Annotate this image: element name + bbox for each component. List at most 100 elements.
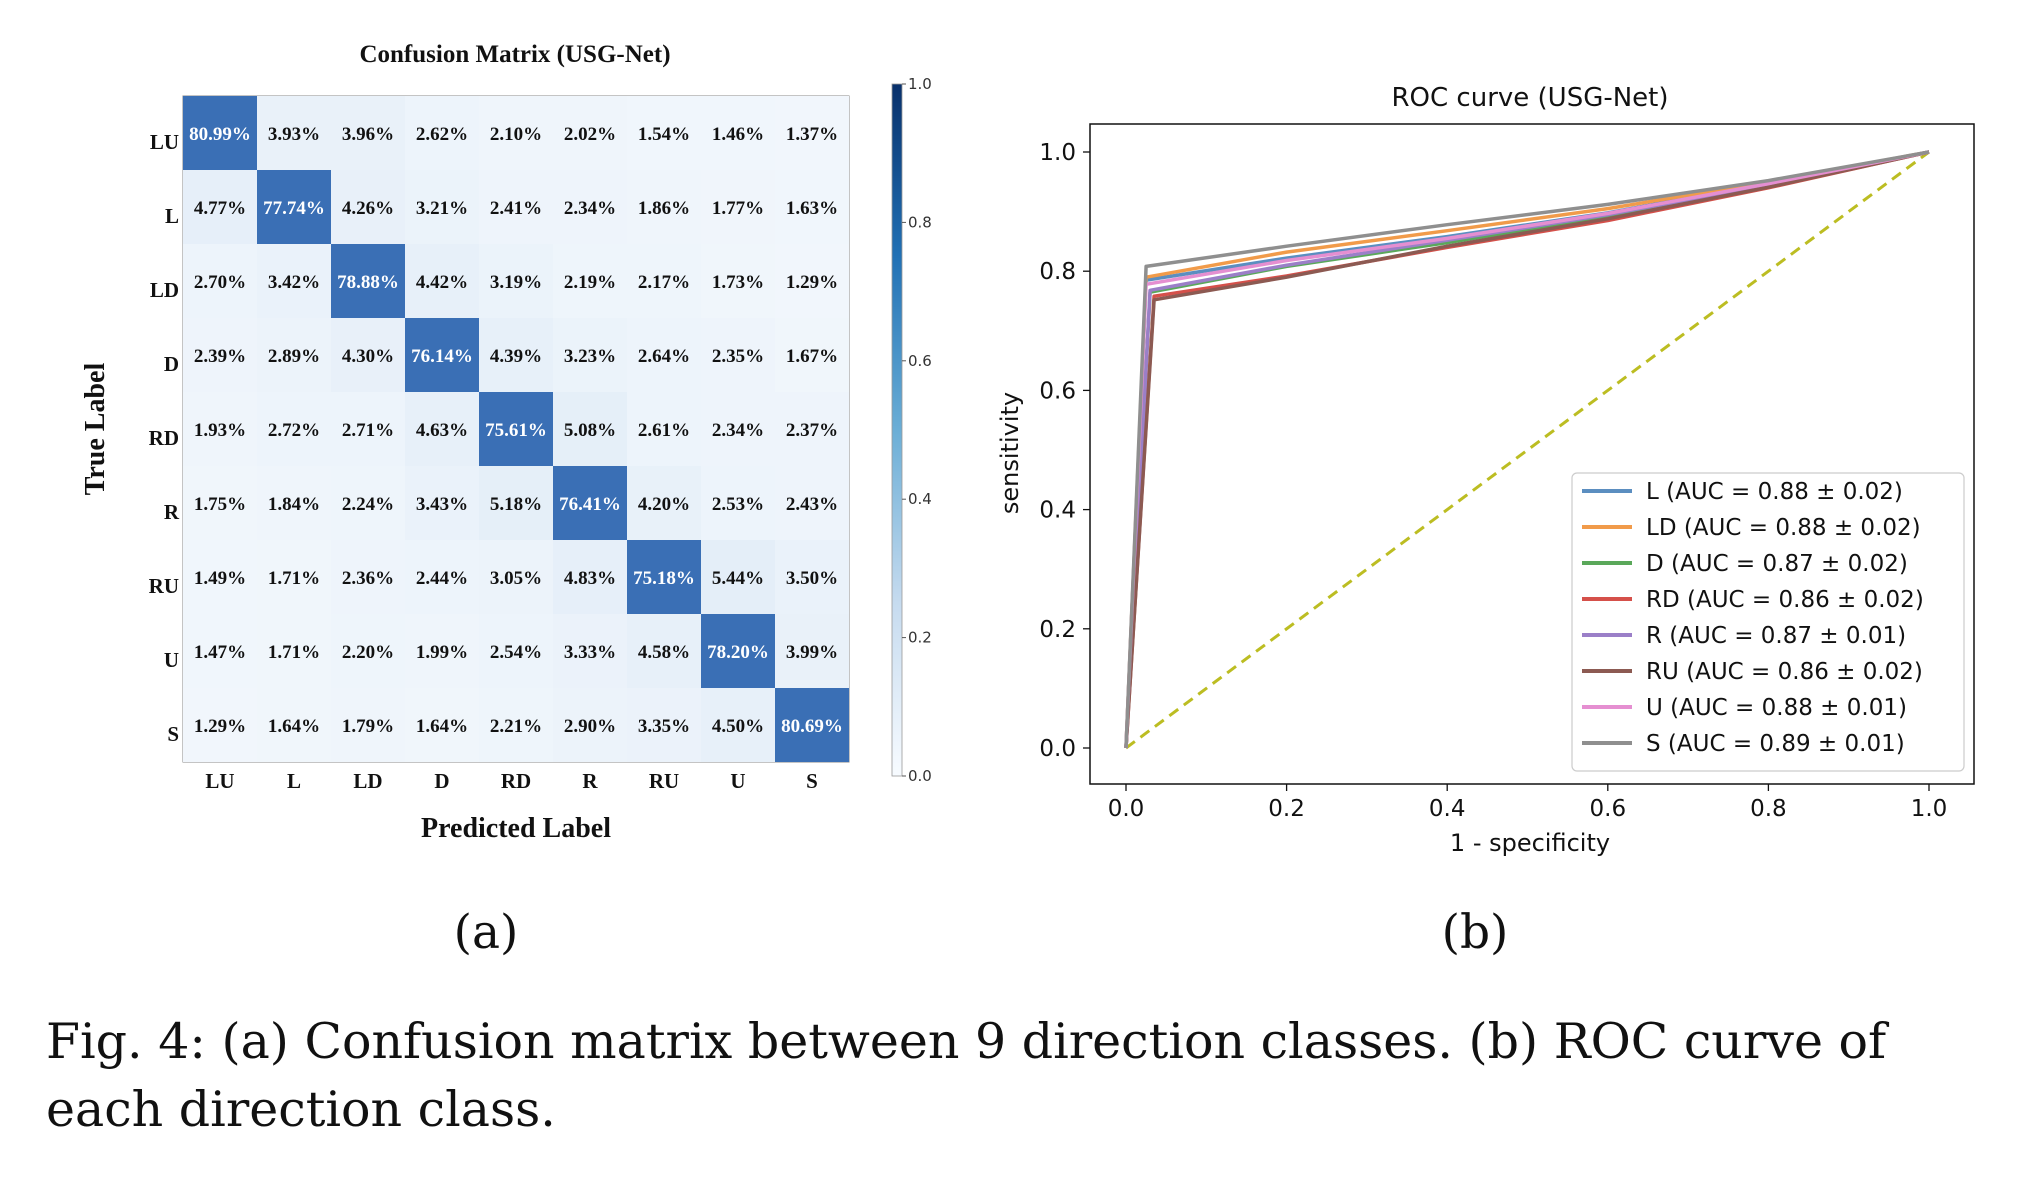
cm-cell [183,244,257,318]
roc-legend-label: S (AUC = 0.89 ± 0.01) [1646,731,1905,757]
cm-cell [775,466,849,540]
cm-row-label: LU [150,130,179,154]
cm-cell-label: 3.50% [786,568,838,589]
cm-col-label: R [582,769,598,793]
cm-cell-label: 76.41% [559,494,621,515]
cm-colorbar-tick-label: 0.8 [908,213,932,231]
roc-legend-label: RU (AUC = 0.86 ± 0.02) [1646,659,1923,685]
cm-cell-label: 1.37% [786,124,838,145]
cm-cell [331,96,405,170]
roc-xtick-label: 0.6 [1590,796,1627,822]
cm-row-label: LD [150,278,179,302]
cm-row-label: L [165,204,179,228]
cm-cell [479,466,553,540]
cm-cell-label: 2.54% [490,642,542,663]
cm-col-label: U [730,769,745,793]
roc-xtick-label: 0.0 [1108,796,1145,822]
cm-cell-label: 3.21% [416,198,468,219]
cm-cell-label: 1.46% [712,124,764,145]
roc-legend-label: RD (AUC = 0.86 ± 0.02) [1646,587,1924,613]
roc-diagonal [1125,150,1930,750]
cm-cell-label: 3.96% [342,124,394,145]
cm-cell [405,688,479,762]
cm-cell [257,244,331,318]
cm-cell-label: 1.64% [268,716,320,737]
roc-ticks: 0.0 0.2 0.4 0.6 0.8 1.0 0.0 0.2 0.4 0.6 0.8 1.0 [1039,140,1947,822]
cm-cell-label: 4.50% [712,716,764,737]
cm-cell [183,540,257,614]
cm-cell-label: 75.61% [485,420,547,441]
cm-cell-label: 2.17% [638,272,690,293]
cm-cell-label: 76.14% [411,346,473,367]
roc-series-line [1124,150,1930,749]
cm-col-label: RD [501,769,531,793]
cm-cell-label: 2.53% [712,494,764,515]
cm-cell-label: 5.18% [490,494,542,515]
cm-colorbar-tick-label: 0.6 [908,352,932,370]
cm-cell-label: 1.73% [712,272,764,293]
cm-cell-label: 3.93% [268,124,320,145]
cm-cell [479,688,553,762]
cm-cell-label: 75.18% [633,568,695,589]
cm-cell [257,688,331,762]
roc-legend-box [1571,472,1965,772]
cm-cell-label: 1.99% [416,642,468,663]
cm-cell [553,688,627,762]
cm-cell [479,170,553,244]
cm-cell [553,96,627,170]
cm-cell [627,540,701,614]
figure-caption: Fig. 4: (a) Confusion matrix between 9 d… [46,1013,1887,1138]
cm-cell-label: 4.58% [638,642,690,663]
cm-colorbar-tick-label: 0.0 [908,767,932,785]
cm-cell-label: 2.71% [342,420,394,441]
cm-cell-label: 3.33% [564,642,616,663]
cm-cell-label: 80.99% [189,124,251,145]
cm-cell-label: 2.35% [712,346,764,367]
cm-cell-label: 1.71% [268,568,320,589]
roc-legend-label: U (AUC = 0.88 ± 0.01) [1646,695,1907,721]
cm-col-labels: LU L LD D RD R RU U S [205,769,817,793]
cm-cell [405,96,479,170]
cm-cell [257,96,331,170]
cm-cell-label: 2.70% [194,272,246,293]
cm-cell [183,170,257,244]
cm-cell-label: 1.93% [194,420,246,441]
cm-cell [257,614,331,688]
cm-cell [331,170,405,244]
cm-cell [553,244,627,318]
cm-row-label: RU [149,574,179,598]
cm-cell-label: 2.89% [268,346,320,367]
cm-cell [257,466,331,540]
roc-ylabel: sensitivity [996,392,1024,514]
roc-panel: ROC curve (USG-Net) 0.0 0.2 0.4 0.6 0.8 1.00.… [996,83,1975,960]
cm-cell-label: 1.71% [268,642,320,663]
cm-cell-label: 1.47% [194,642,246,663]
cm-cell-label: 5.44% [712,568,764,589]
cm-cell-label: 4.77% [194,198,246,219]
cm-cell-label: 2.62% [416,124,468,145]
cm-col-label: LD [353,769,382,793]
cm-cell [627,466,701,540]
cm-cell-label: 3.35% [638,716,690,737]
roc-legend-label: D (AUC = 0.87 ± 0.02) [1646,551,1908,577]
cm-cell [257,318,331,392]
cm-cell-label: 2.43% [786,494,838,515]
cm-col-label: S [806,769,818,793]
cm-cell [701,96,775,170]
cm-cell [701,466,775,540]
roc-xtick-label: 0.2 [1268,796,1305,822]
cm-cell [257,540,331,614]
cm-colorbar-tick-label: 1.0 [908,75,932,93]
cm-cell [479,392,553,466]
cm-cell [479,540,553,614]
cm-cell [183,688,257,762]
cm-cell [553,392,627,466]
cm-cell [775,318,849,392]
cm-row-labels: LU L LD D RD R RU U S [149,130,180,746]
cm-cell-label: 2.61% [638,420,690,441]
roc-ytick-label: 0.6 [1039,378,1076,404]
cm-cell [775,688,849,762]
roc-ytick-label: 0.2 [1039,617,1076,643]
cm-cell [775,540,849,614]
cm-cell-label: 1.84% [268,494,320,515]
